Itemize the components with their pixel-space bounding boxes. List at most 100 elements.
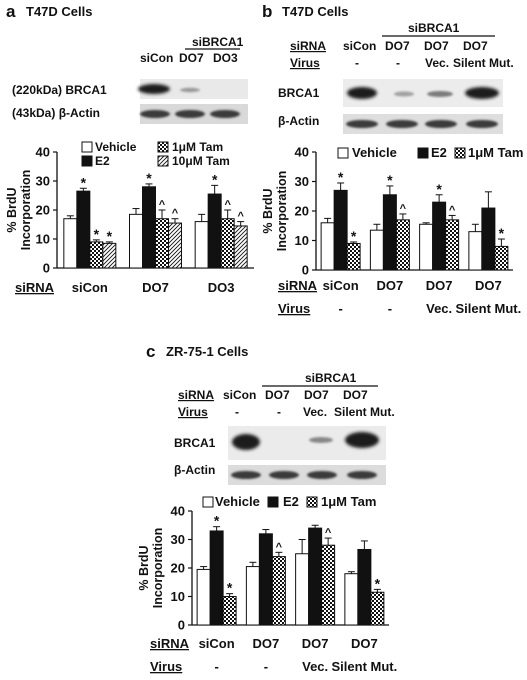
chart-c-y-label-line2: Incorporation — [151, 528, 165, 609]
blot-a-actin-strip — [140, 104, 248, 124]
chart-a-significance-mark: ^ — [172, 208, 179, 220]
chart-b-bar — [419, 223, 434, 271]
chart-b-bar — [346, 242, 361, 271]
blot-c-lane-4: DO7 — [343, 388, 368, 402]
legend-c-vehicle-swatch — [202, 496, 214, 508]
chart-a-category-label: DO3 — [208, 280, 235, 295]
legend-b-tam1-label: 1μM Tam — [468, 145, 523, 160]
blot-b-lane-4: DO7 — [463, 39, 488, 53]
chart-b-bar — [468, 231, 483, 271]
chart-b: 0 10 20 30 40 % BrdU Incorporation * * * ^ * ^ * siRNA… — [261, 145, 521, 317]
legend-a-e2-label: E2 — [95, 154, 110, 168]
chart-a-bar — [76, 190, 91, 269]
chart-c-y-tick-label: 10 — [171, 589, 185, 604]
chart-c-legend: Vehicle E2 1μM Tam — [202, 494, 376, 509]
chart-c-bar — [245, 566, 260, 626]
chart-b-bar — [395, 219, 410, 271]
legend-a-tam1-swatch — [157, 141, 169, 153]
legend-c-e2-label: E2 — [283, 494, 299, 509]
chart-b-y-label-line2: Incorporation — [275, 171, 289, 252]
blot-b-row2-label: β-Actin — [278, 114, 319, 128]
blot-b-brca1-strip — [343, 79, 503, 107]
chart-a-bar — [142, 186, 156, 269]
chart-b-row-label: siRNA — [278, 278, 318, 293]
chart-c-significance-mark: * — [375, 575, 381, 591]
chart-a-y-label-line2: Incorporation — [19, 170, 33, 251]
legend-a-tam1-label: 1μM Tam — [172, 140, 223, 154]
blot-c-group-label: siBRCA1 — [305, 371, 357, 385]
chart-b-category-label: siCon — [323, 278, 359, 293]
legend-a-tam10-swatch — [157, 155, 169, 167]
blot-c-lane-1: siCon — [223, 388, 256, 402]
chart-a-bar — [207, 193, 222, 269]
chart-b-y-tick-label: 30 — [295, 174, 309, 189]
chart-c-category-label: Vec. — [302, 659, 328, 674]
chart-c-category-label: - — [264, 659, 268, 674]
chart-a-bar — [129, 213, 143, 269]
chart-c-category-label: - — [214, 659, 218, 674]
chart-b-category-label: - — [388, 301, 392, 316]
blot-a-group-label: siBRCA1 — [192, 35, 244, 49]
panel-b-cells-title: T47D Cells — [282, 4, 348, 19]
legend-a-vehicle-swatch — [81, 141, 93, 153]
blot-a-brca1-strip — [138, 79, 248, 99]
blot-b-row1-label: BRCA1 — [278, 86, 320, 100]
chart-c-bar — [308, 527, 323, 626]
blot-b-virus-3: Vec. — [425, 56, 449, 70]
panel-a-cells-title: T47D Cells — [26, 4, 92, 19]
chart-a-bar — [194, 221, 209, 269]
chart-c-bar — [222, 596, 237, 626]
chart-b-y-tick-label: 10 — [295, 233, 309, 248]
blot-c-virus-3: Vec. — [303, 405, 327, 419]
panel-a-letter: a — [6, 2, 16, 21]
chart-c-category-label: siCon — [199, 636, 235, 651]
chart-a-bar — [220, 218, 235, 269]
chart-a-bar — [102, 242, 117, 269]
blot-c-brca1-strip — [228, 426, 386, 460]
chart-a-y-tick-label: 0 — [43, 261, 50, 276]
chart-b-significance-mark: ^ — [400, 203, 407, 215]
chart-a-y-tick-label: 20 — [36, 203, 50, 218]
chart-b-bar — [333, 189, 348, 271]
chart-b-y-tick-label: 40 — [295, 145, 309, 160]
chart-b-significance-mark: * — [436, 181, 442, 197]
chart-c-bar — [370, 591, 385, 626]
blot-c-actin-strip — [228, 465, 386, 485]
chart-c-bar — [357, 548, 372, 626]
legend-b-vehicle-label: Vehicle — [352, 145, 397, 160]
blot-b-virus-1: - — [355, 56, 359, 70]
chart-c-y-tick-label: 0 — [178, 618, 185, 633]
blot-b-lane-3: DO7 — [424, 39, 449, 53]
chart-a-significance-mark: * — [146, 170, 152, 186]
legend-c-tam1-swatch — [306, 496, 318, 508]
chart-a-significance-mark: * — [212, 171, 218, 187]
chart-c-category-label: DO7 — [351, 636, 378, 651]
chart-c-bar — [196, 568, 211, 626]
blot-c-lane-2: DO7 — [265, 388, 290, 402]
chart-b-category-label: - — [338, 301, 342, 316]
chart-c-row-label: siRNA — [150, 636, 190, 651]
legend-a-vehicle-label: Vehicle — [95, 140, 137, 154]
chart-c-y-tick-label: 40 — [171, 504, 185, 519]
chart-c-bar — [271, 556, 286, 626]
legend-c-tam1-label: 1μM Tam — [321, 494, 376, 509]
chart-b-bar — [320, 222, 335, 271]
chart-a: 0 10 20 30 40 % BrdU Incorporation * * * * ^ ^ * ^ ^ siR… — [5, 145, 254, 295]
chart-a-significance-mark: * — [81, 174, 87, 190]
blot-b-virus-label: Virus — [290, 56, 320, 70]
chart-b-bar — [382, 194, 397, 271]
blot-a-row2-label: (43kDa) β-Actin — [12, 106, 100, 120]
chart-a-significance-mark: ^ — [159, 199, 166, 211]
legend-a-tam10-label: 10μM Tam — [172, 154, 230, 168]
chart-c-significance-mark: * — [227, 580, 233, 596]
chart-a-bar — [155, 218, 169, 269]
chart-b-category-label: Vec. — [426, 301, 452, 316]
blot-a-lane-1: siCon — [140, 51, 173, 65]
panel-b: b T47D Cells siBRCA1 siRNA siCon DO7 DO7… — [261, 2, 523, 316]
chart-b-y-label-line1: % BrdU — [261, 188, 275, 233]
chart-c-row-label: Virus — [150, 659, 182, 674]
chart-c: 0 10 20 30 40 % BrdU Incorporation * * ^ ^ * siRNA si… — [137, 504, 397, 675]
chart-c-bar — [209, 530, 224, 626]
panel-b-letter: b — [262, 2, 272, 21]
blot-a-row1-label: (220kDa) BRCA1 — [12, 83, 107, 97]
